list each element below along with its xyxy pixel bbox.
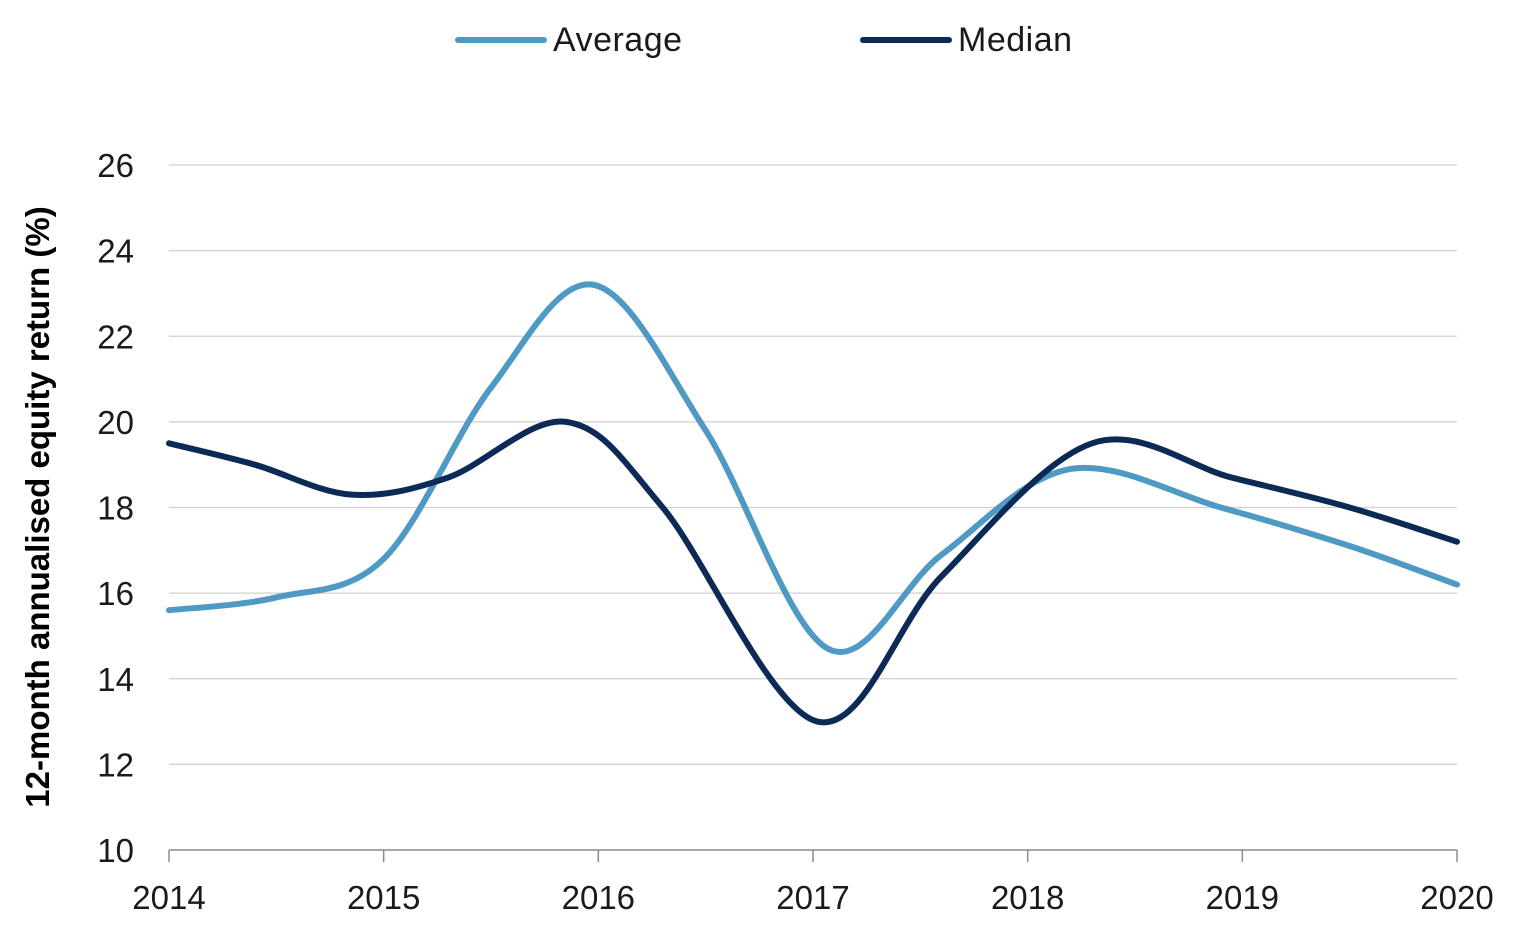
x-tick-label: 2015 (347, 879, 420, 916)
x-tick-label: 2018 (991, 879, 1064, 916)
y-tick-label: 10 (97, 832, 134, 869)
y-tick-label: 12 (97, 746, 134, 783)
series-line-median (166, 418, 1460, 726)
x-tick-label: 2016 (562, 879, 635, 916)
y-tick-label: 20 (97, 404, 134, 441)
x-tick-label: 2017 (776, 879, 849, 916)
y-tick-label: 26 (97, 147, 134, 184)
x-tick-label: 2020 (1420, 879, 1493, 916)
legend: Average Median (0, 18, 1530, 62)
y-tick-label: 24 (97, 233, 134, 270)
series-line-average (166, 281, 1460, 655)
legend-swatch-average (455, 37, 547, 43)
legend-label-average: Average (553, 20, 683, 59)
y-tick-label: 18 (97, 490, 134, 527)
x-tick-label: 2019 (1206, 879, 1279, 916)
y-tick-label: 22 (97, 318, 134, 355)
legend-label-median: Median (958, 20, 1073, 59)
x-tick-label: 2014 (132, 879, 205, 916)
legend-item-average: Average (455, 18, 683, 62)
legend-swatch-median (860, 37, 952, 43)
y-tick-label: 14 (97, 661, 134, 698)
y-tick-label: 16 (97, 575, 134, 612)
legend-item-median: Median (860, 18, 1073, 62)
